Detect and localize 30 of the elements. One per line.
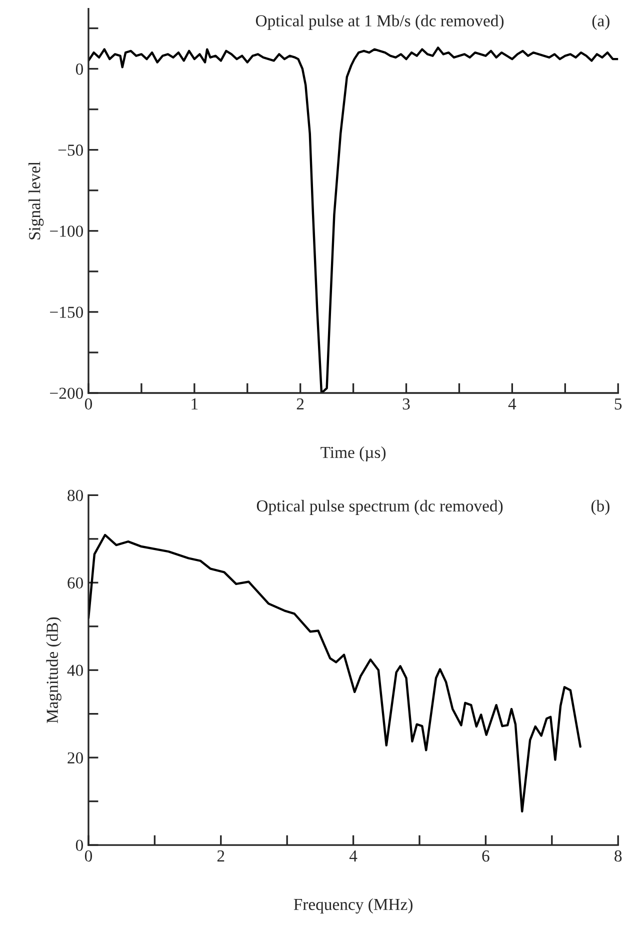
y-tick-label: 0 — [76, 840, 83, 851]
y-tick-label: −50 — [58, 144, 83, 156]
x-tick-label: 8 — [614, 850, 622, 862]
x-tick-label: 4 — [349, 850, 358, 862]
y-tick-label: 0 — [76, 63, 83, 75]
chart-title: Optical pulse spectrum (dc removed) — [256, 500, 503, 515]
y-tick-label: −150 — [50, 306, 83, 318]
x-tick-label: 2 — [296, 398, 304, 410]
x-tick-label: 1 — [192, 398, 198, 410]
annotation: (b) — [591, 500, 610, 515]
y-tick-label: 80 — [68, 490, 83, 502]
x-tick-label: 6 — [482, 850, 490, 862]
y-axis-title: Signal level — [28, 162, 44, 240]
x-tick-label: 0 — [84, 398, 92, 410]
line-series — [88, 534, 582, 812]
y-tick-label: 60 — [68, 577, 83, 589]
x-tick-label: 3 — [402, 398, 410, 410]
x-tick-label: 2 — [217, 850, 224, 862]
x-axis-title: Time (µs) — [320, 446, 386, 462]
y-axis-title: Magnitude (dB) — [46, 617, 62, 724]
y-tick-label: −100 — [50, 226, 83, 237]
x-axis-title: Frequency (MHz) — [294, 898, 412, 914]
annotation: (a) — [592, 14, 610, 30]
chart-title: Optical pulse at 1 Mb/s (dc removed) — [256, 14, 504, 30]
x-tick-label: 0 — [84, 850, 92, 862]
y-tick-label: 40 — [67, 664, 83, 676]
x-tick-label: 5 — [614, 398, 622, 410]
x-tick-label: 4 — [508, 398, 516, 410]
y-tick-label: 20 — [68, 752, 83, 764]
y-tick-label: −200 — [50, 388, 83, 399]
